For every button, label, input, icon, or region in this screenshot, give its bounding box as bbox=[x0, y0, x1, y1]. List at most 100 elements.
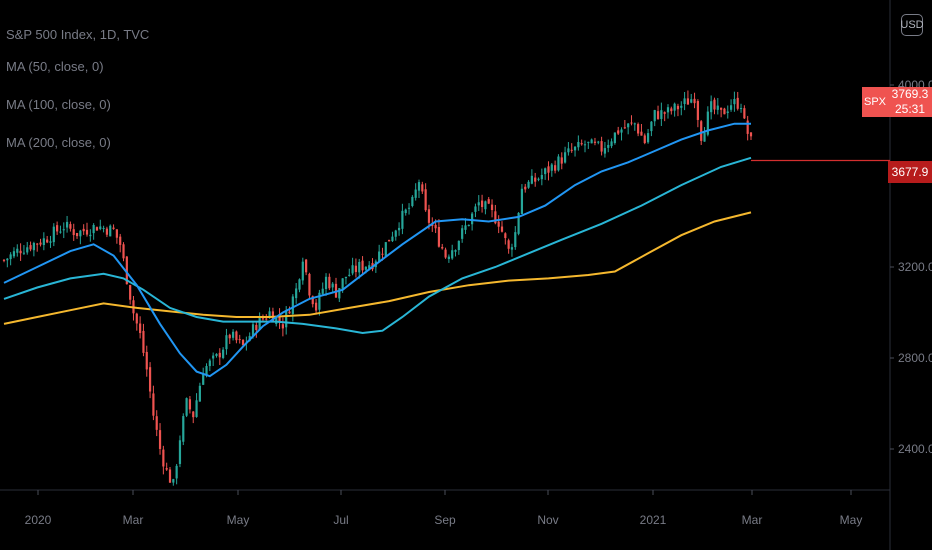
candle-body bbox=[524, 186, 527, 190]
candle-body bbox=[461, 228, 464, 239]
candle-body bbox=[534, 177, 537, 182]
candle-body bbox=[607, 144, 610, 148]
candle-body bbox=[510, 247, 514, 250]
candle-body bbox=[391, 236, 394, 242]
candle-body bbox=[102, 227, 105, 229]
candle-body bbox=[305, 259, 308, 273]
candle-body bbox=[560, 157, 563, 164]
candle-body bbox=[490, 204, 494, 211]
candle-body bbox=[497, 221, 500, 227]
candle-body bbox=[527, 181, 530, 188]
candle-body bbox=[288, 311, 291, 314]
candle-body bbox=[454, 250, 457, 252]
candle-body bbox=[397, 227, 401, 231]
candle-body bbox=[570, 149, 573, 151]
candle-body bbox=[464, 225, 467, 230]
candle-body bbox=[285, 310, 288, 328]
candle-body bbox=[743, 108, 746, 119]
candle-body bbox=[653, 110, 656, 122]
chart-title: S&P 500 Index, 1D, TVC bbox=[6, 27, 150, 42]
candle-body bbox=[22, 252, 26, 254]
y-tick-label: 2400.0 bbox=[898, 442, 932, 456]
candle-body bbox=[580, 143, 583, 145]
candle-body bbox=[361, 260, 364, 271]
candle-body bbox=[477, 202, 480, 206]
ma50-label[interactable]: MA (50, close, 0) bbox=[6, 59, 104, 74]
candle-body bbox=[394, 230, 397, 237]
candle-body bbox=[36, 243, 39, 245]
candle-body bbox=[690, 99, 693, 103]
candle-body bbox=[557, 156, 560, 171]
candle-body bbox=[660, 110, 663, 119]
candle-body bbox=[351, 265, 354, 274]
ma100-label[interactable]: MA (100, close, 0) bbox=[6, 97, 111, 112]
candle-body bbox=[706, 111, 709, 135]
candle-body bbox=[198, 385, 201, 402]
ma-price-label: 3677.9 bbox=[888, 161, 932, 183]
candle-body bbox=[457, 240, 460, 251]
y-tick-label: 3200.0 bbox=[898, 260, 932, 274]
candle-body bbox=[12, 251, 16, 257]
candle-body bbox=[39, 242, 42, 245]
candle-body bbox=[358, 261, 361, 273]
candle-body bbox=[627, 123, 630, 128]
candle-body bbox=[364, 266, 367, 270]
candle-body bbox=[52, 226, 55, 243]
candle-body bbox=[467, 224, 470, 226]
candle-body bbox=[427, 209, 431, 223]
x-tick-label: May bbox=[227, 513, 250, 527]
ma200-label[interactable]: MA (200, close, 0) bbox=[6, 135, 111, 150]
candle-body bbox=[195, 400, 198, 417]
candle-body bbox=[530, 175, 533, 184]
candle-body bbox=[62, 229, 65, 231]
candle-body bbox=[341, 278, 344, 289]
candle-body bbox=[158, 430, 162, 449]
candle-body bbox=[610, 141, 613, 147]
currency-button[interactable]: USD bbox=[900, 14, 924, 36]
candle-body bbox=[656, 111, 660, 119]
candle-body bbox=[145, 351, 148, 370]
candles bbox=[2, 90, 753, 486]
candle-body bbox=[251, 324, 255, 337]
candle-body bbox=[434, 224, 437, 229]
candle-body bbox=[726, 111, 729, 114]
candle-body bbox=[119, 236, 122, 245]
candle-body bbox=[192, 411, 195, 418]
candle-body bbox=[129, 285, 132, 300]
candle-body bbox=[573, 146, 577, 151]
candle-body bbox=[663, 112, 666, 114]
moving-averages bbox=[3, 122, 752, 378]
candle-body bbox=[729, 105, 733, 110]
candle-body bbox=[613, 132, 616, 144]
candle-body bbox=[388, 239, 391, 242]
candle-body bbox=[417, 182, 421, 191]
candle-body bbox=[75, 232, 79, 237]
candle-body bbox=[520, 188, 524, 214]
candle-body bbox=[59, 231, 62, 233]
candle-body bbox=[451, 250, 454, 259]
x-tick-label: Nov bbox=[537, 513, 558, 527]
candle-body bbox=[162, 449, 165, 467]
candle-body bbox=[32, 242, 35, 251]
candle-body bbox=[148, 367, 152, 392]
candle-body bbox=[710, 101, 713, 113]
candle-body bbox=[696, 101, 699, 120]
candle-body bbox=[507, 240, 510, 249]
candle-body bbox=[623, 127, 626, 129]
candle-body bbox=[188, 399, 192, 410]
candle-body bbox=[597, 141, 600, 143]
candle-body bbox=[563, 152, 567, 163]
candle-body bbox=[215, 353, 218, 356]
candle-body bbox=[338, 288, 341, 299]
candle-body bbox=[208, 360, 211, 367]
candle-body bbox=[344, 276, 348, 279]
candle-body bbox=[238, 339, 241, 341]
candle-body bbox=[258, 316, 261, 330]
candle-body bbox=[26, 247, 29, 253]
x-tick-label: Jul bbox=[333, 513, 348, 527]
candle-body bbox=[384, 242, 387, 257]
x-tick-label: Sep bbox=[434, 513, 456, 527]
candle-body bbox=[314, 302, 318, 311]
